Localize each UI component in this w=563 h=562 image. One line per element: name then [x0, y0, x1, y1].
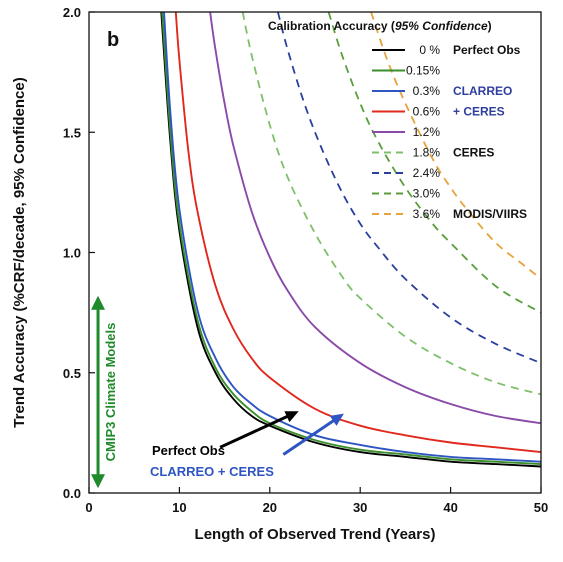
y-tick-label: 0.5 [63, 366, 81, 381]
x-tick-label: 0 [85, 500, 92, 515]
clarreo-ceres-label: CLARREO + CERES [150, 464, 274, 479]
legend-label-3: 0.3% [413, 84, 441, 98]
perfect-obs-arrow-line [219, 414, 291, 449]
legend-title: Calibration Accuracy (95% Confidence) [268, 19, 492, 33]
group-label-3: + CERES [453, 105, 505, 119]
cmip3-label: CMIP3 Climate Models [103, 323, 118, 462]
series-line-3 [163, 12, 541, 463]
clarreo-arrow-line [282, 417, 337, 456]
legend-label-5: 1.2% [413, 125, 441, 139]
legend-label-4: 0.6% [413, 105, 441, 119]
legend-title-italic: 95% Confidence [395, 19, 488, 33]
x-tick-label: 30 [353, 500, 367, 515]
y-tick-label: 2.0 [63, 5, 81, 20]
x-tick-label: 50 [534, 500, 548, 515]
series-line-4 [174, 12, 541, 454]
legend-label-1: 0 % [419, 43, 440, 57]
series-line-1 [160, 12, 541, 468]
group-label-5: MODIS/VIIRS [453, 207, 527, 221]
legend-title-main: Calibration Accuracy ( [268, 19, 395, 33]
annotation-layer: CMIP3 Climate Models Perfect Obs CLARREO… [91, 295, 344, 489]
series-line-5 [209, 12, 541, 425]
x-axis-title: Length of Observed Trend (Years) [195, 526, 436, 543]
panel-letter: b [107, 29, 119, 51]
perfect-obs-arrowhead [284, 411, 299, 423]
curves-layer [160, 12, 541, 468]
series-line-8 [327, 12, 541, 314]
cmip3-arrowhead-bottom [91, 474, 105, 489]
x-tick-label: 10 [172, 500, 186, 515]
x-tick-label: 40 [443, 500, 457, 515]
perfect-obs-label: Perfect Obs [152, 443, 225, 458]
cmip3-arrowhead-top [91, 295, 105, 310]
legend-label-8: 3.0% [413, 187, 441, 201]
legend-label-2: 0.15% [406, 64, 440, 78]
legend-title-end: ) [488, 19, 492, 33]
group-label-4: CERES [453, 146, 494, 160]
legend-label-9: 3.6% [413, 207, 441, 221]
legend-label-7: 2.4% [413, 166, 441, 180]
legend: 0 % 0.15% 0.3% 0.6% 1.2% 1.8% 2.4% 3.0% 3.6% Perf… [372, 43, 527, 221]
series-line-2 [161, 12, 541, 466]
group-label-2: CLARREO [453, 84, 512, 98]
y-tick-label: 1.0 [63, 246, 81, 261]
series-line-7 [277, 12, 541, 364]
group-label-1: Perfect Obs [453, 43, 521, 57]
clarreo-arrowhead [329, 413, 344, 426]
ticks-layer: 0 10 20 30 40 50 0.0 0.5 1.0 1.5 2.0 [63, 5, 548, 515]
y-axis-title: Trend Accuracy (%CRF/decade, 95% Confide… [11, 77, 28, 427]
x-tick-label: 20 [263, 500, 277, 515]
y-tick-label: 1.5 [63, 125, 81, 140]
y-tick-label: 0.0 [63, 486, 81, 501]
legend-label-6: 1.8% [413, 146, 441, 160]
series-line-6 [241, 12, 541, 396]
